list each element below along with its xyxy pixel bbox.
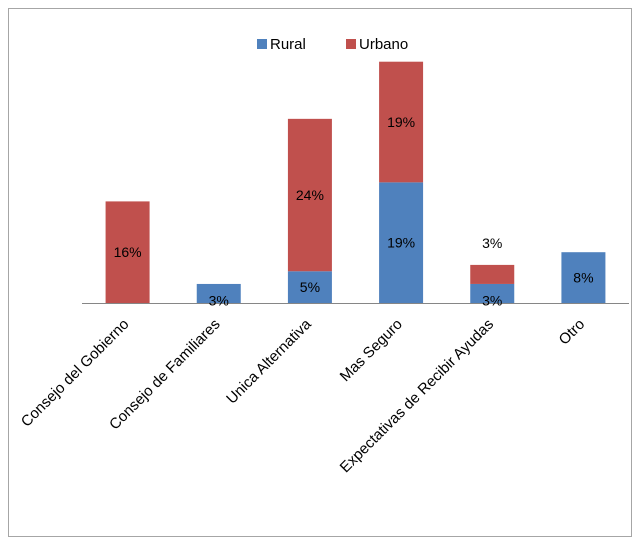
bar-urbano-4 [470, 264, 515, 284]
data-label-urbano-0: 16% [114, 244, 142, 260]
bar-urbano-3 [379, 61, 424, 183]
data-label-urbano-2: 24% [296, 187, 324, 203]
bar-rural-5 [561, 252, 606, 303]
data-label-urbano-3: 19% [387, 114, 415, 130]
legend-swatch-rural [257, 39, 267, 49]
data-label-rural-1: 3% [209, 292, 229, 308]
bar-rural-1 [196, 283, 241, 303]
chart-frame: Rural Urbano 16% 3% 5% 24% 19% 19% 3% 3% 8% Conse… [8, 8, 632, 537]
legend-label-rural: Rural [270, 36, 306, 53]
data-label-rural-3: 19% [387, 235, 415, 251]
chart-svg: Rural Urbano 16% 3% 5% 24% 19% 19% 3% 3% 8% Conse… [18, 36, 629, 476]
tick-label-5: Otro [556, 316, 589, 349]
bar-rural-2 [287, 271, 332, 303]
legend: Rural Urbano [257, 36, 408, 53]
data-label-rural-2: 5% [300, 279, 320, 295]
bar-urbano-0 [105, 201, 150, 303]
data-label-rural-4: 3% [482, 292, 502, 308]
legend-label-urbano: Urbano [359, 36, 408, 53]
bar-urbano-2 [287, 118, 332, 272]
data-labels: 16% 3% 5% 24% 19% 19% 3% 3% 8% [114, 114, 594, 308]
tick-label-2: Unica Alternativa [223, 315, 315, 407]
data-label-urbano-4: 3% [482, 235, 502, 251]
bars [105, 61, 606, 303]
bar-rural-4 [470, 283, 515, 303]
bar-rural-3 [379, 182, 424, 303]
tick-label-4: Expectativas de Recibir Ayudas [337, 316, 497, 476]
legend-swatch-urbano [346, 39, 356, 49]
tick-label-3: Mas Seguro [337, 316, 406, 385]
data-label-rural-5: 8% [573, 270, 593, 286]
